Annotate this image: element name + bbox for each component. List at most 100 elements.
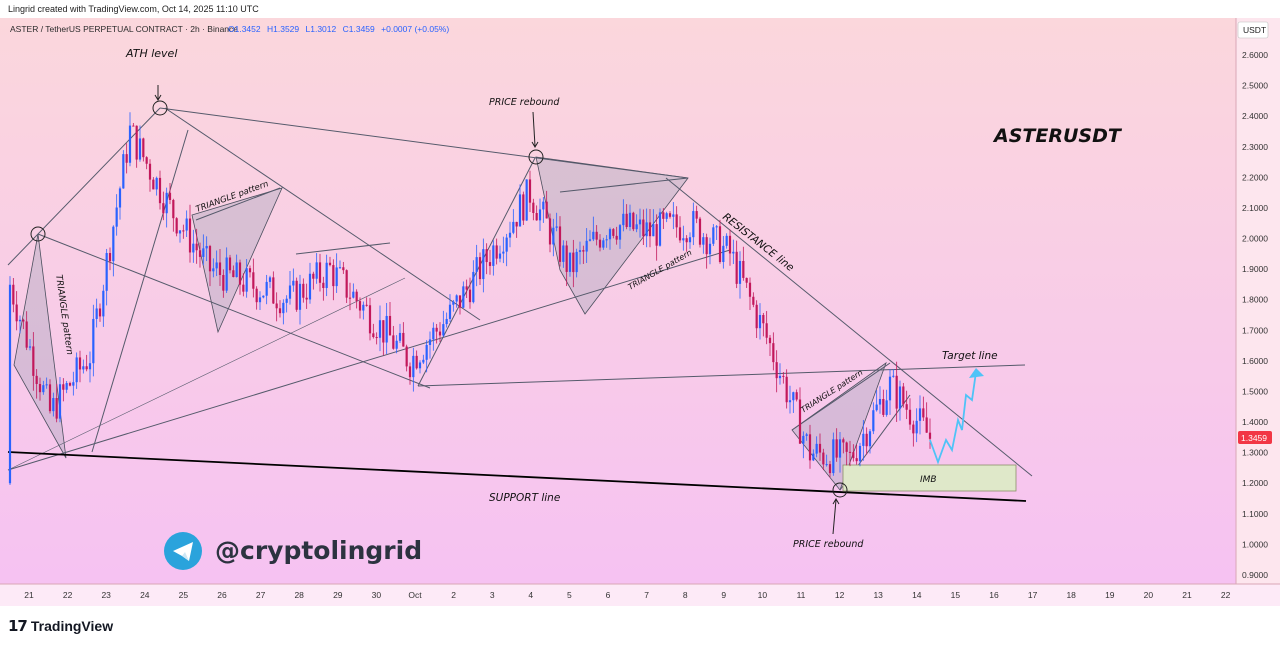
candle-body-27 [98, 308, 102, 317]
candle-body-90 [308, 273, 312, 300]
candle-body-155 [525, 179, 528, 221]
support-label: SUPPORT line [489, 492, 560, 504]
candle-body-133 [452, 301, 455, 305]
candle-body-192 [648, 222, 652, 237]
candle-body-40 [142, 138, 145, 158]
rising-support-3 [7, 249, 731, 471]
candle-body-117 [398, 332, 402, 341]
time-tick-22: 13 [873, 590, 883, 600]
candle-body-168 [568, 252, 572, 272]
price-tick-14: 2.3000 [1242, 142, 1268, 152]
tradingview-logo[interactable]: 17 TradingView [8, 616, 113, 636]
candle-body-144 [488, 262, 492, 266]
time-tick-28: 19 [1105, 590, 1115, 600]
candle-body-184 [622, 213, 625, 226]
time-tick-4: 25 [179, 590, 189, 600]
candle-body-174 [588, 239, 592, 241]
candle-body-163 [552, 227, 555, 245]
footer: 17 TradingView [0, 606, 1280, 646]
time-tick-12: 3 [490, 590, 495, 600]
price-tick-0: 0.9000 [1242, 570, 1268, 580]
candle-body-2 [15, 304, 18, 322]
candle-body-153 [518, 194, 522, 227]
time-tick-29: 20 [1144, 590, 1154, 600]
candle-body-20 [75, 357, 78, 383]
ath-circle [152, 100, 168, 116]
candle-body-103 [352, 291, 355, 298]
last-price-label: 1.3459 [1241, 433, 1267, 443]
support-line-draw [7, 451, 1027, 502]
candle-body-50 [175, 218, 178, 234]
candle-body-119 [405, 346, 408, 367]
last-price-badge [1238, 431, 1272, 444]
candle-body-253 [852, 452, 855, 459]
candle-body-222 [748, 282, 752, 297]
time-axis-ticks: 21 22 23 24 25 26 27 28 29 30 Oct 2 3 4 5 6 7 8 9 10 11 12 13 1… [24, 590, 1230, 600]
candle-body-172 [582, 250, 585, 252]
candle-body-275 [925, 417, 928, 433]
chart-area[interactable]: ASTER / TetherUS PERPETUAL CONTRACT · 2h… [0, 0, 1280, 606]
time-tick-15: 6 [606, 590, 611, 600]
time-tick-5: 26 [217, 590, 227, 600]
candles [8, 112, 932, 486]
candle-body-255 [858, 445, 862, 462]
candle-body-135 [458, 295, 462, 308]
candle-body-96 [328, 262, 332, 266]
candle-body-237 [798, 399, 802, 444]
time-tick-7: 28 [294, 590, 304, 600]
candle-body-77 [265, 281, 268, 296]
candle-body-173 [585, 240, 588, 252]
candle-body-269 [905, 404, 908, 410]
candle-body-201 [678, 227, 682, 241]
candle-body-179 [605, 239, 608, 241]
candle-body-207 [698, 218, 702, 245]
candle-body-79 [272, 277, 275, 304]
candle-body-0 [8, 284, 12, 484]
candle-body-121 [412, 355, 415, 378]
candle-body-124 [422, 359, 425, 363]
candle-body-24 [88, 363, 92, 370]
candle-body-8 [35, 375, 38, 384]
candle-body-106 [362, 304, 365, 311]
candle-body-85 [292, 280, 295, 286]
candle-body-3 [18, 319, 22, 322]
candle-body-19 [72, 382, 75, 386]
candle-body-97 [332, 265, 335, 287]
candle-body-193 [652, 224, 655, 237]
candle-body-80 [275, 303, 278, 309]
candle-body-100 [342, 267, 345, 271]
candle-body-58 [202, 248, 205, 257]
candle-body-57 [198, 250, 202, 257]
candle-body-35 [125, 154, 128, 163]
candle-body-131 [445, 318, 448, 325]
candle-body-249 [838, 439, 842, 458]
tri-top-line-3 [791, 362, 891, 431]
price-axis-ticks: 0.9000 1.0000 1.1000 1.2000 1.3000 1.4000 1.50… [1242, 50, 1268, 580]
candle-body-37 [132, 125, 135, 127]
rebound-top-arrowhead [531, 141, 539, 148]
currency-label: USDT [1243, 25, 1266, 35]
candle-body-129 [438, 331, 442, 336]
candle-body-66 [228, 257, 232, 271]
candle-body-227 [765, 323, 768, 338]
candle-body-223 [752, 296, 755, 305]
time-tick-27: 18 [1066, 590, 1076, 600]
candle-body-225 [758, 314, 762, 329]
attribution-text: Lingrid created with TradingView.com, Oc… [8, 4, 259, 14]
candle-body-161 [545, 201, 548, 219]
price-tick-6: 1.5000 [1242, 386, 1268, 396]
candle-body-147 [498, 253, 502, 259]
candle-body-212 [715, 226, 718, 228]
currency-badge[interactable] [1237, 21, 1269, 39]
candle-body-62 [215, 262, 218, 269]
candle-body-211 [712, 227, 715, 244]
candle-body-86 [295, 280, 298, 310]
candle-body-256 [862, 433, 865, 446]
price-tick-11: 2.0000 [1242, 234, 1268, 244]
candle-body-95 [325, 262, 328, 289]
candle-body-175 [592, 231, 595, 240]
candle-body-152 [515, 221, 518, 227]
time-tick-18: 9 [721, 590, 726, 600]
candle-body-101 [345, 270, 348, 298]
candle-body-113 [385, 315, 388, 343]
